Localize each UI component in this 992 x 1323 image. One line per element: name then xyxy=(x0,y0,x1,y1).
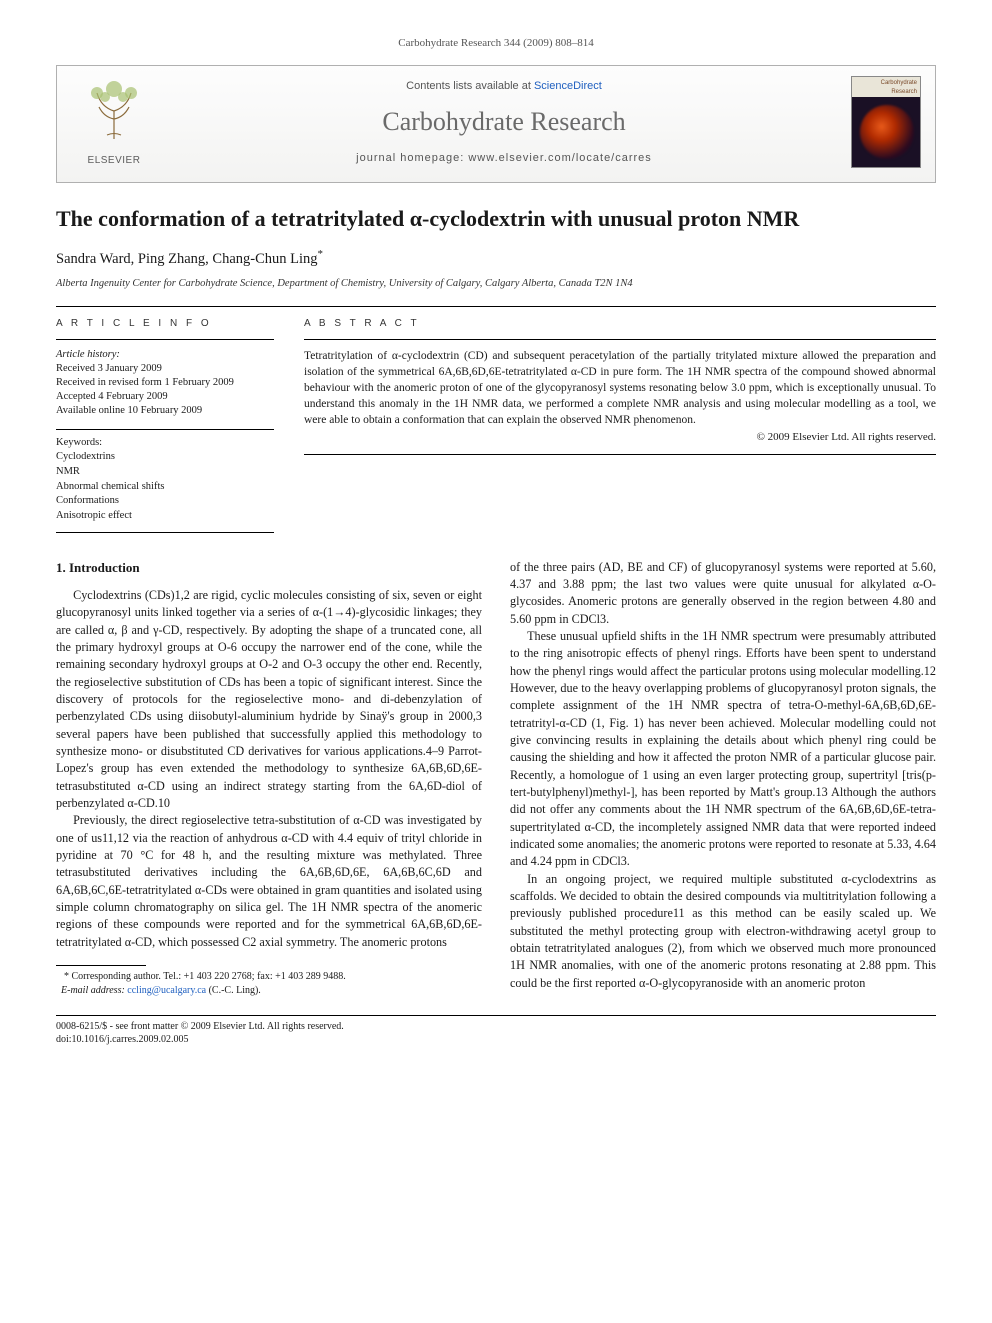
article-history-block: Article history: Received 3 January 2009… xyxy=(56,339,274,419)
affiliation: Alberta Ingenuity Center for Carbohydrat… xyxy=(56,277,936,292)
body-paragraph: In an ongoing project, we required multi… xyxy=(510,871,936,992)
elsevier-tree-icon xyxy=(79,77,149,147)
article-info-label: A R T I C L E I N F O xyxy=(56,307,274,339)
abstract-text: Tetratritylation of α-cyclodextrin (CD) … xyxy=(304,339,936,428)
sciencedirect-link[interactable]: ScienceDirect xyxy=(534,80,602,92)
journal-cover-thumbnail: Carbohydrate Research xyxy=(851,76,921,168)
doi-line: doi:10.1016/j.carres.2009.02.005 xyxy=(56,1033,936,1046)
article-title: The conformation of a tetratritylated α-… xyxy=(56,205,936,233)
email-tail: (C.-C. Ling). xyxy=(209,985,261,996)
keyword-item: Anisotropic effect xyxy=(56,509,274,524)
keyword-item: Cyclodextrins xyxy=(56,450,274,465)
body-paragraph: These unusual upfield shifts in the 1H N… xyxy=(510,628,936,871)
cover-art-icon xyxy=(860,105,914,159)
journal-masthead-box: ELSEVIER Contents lists available at Sci… xyxy=(56,65,936,183)
email-label: E-mail address: xyxy=(61,985,125,996)
publisher-name: ELSEVIER xyxy=(71,154,157,168)
section-heading-introduction: 1. Introduction xyxy=(56,559,482,577)
keyword-item: Abnormal chemical shifts xyxy=(56,480,274,495)
body-paragraph: Previously, the direct regioselective te… xyxy=(56,812,482,951)
running-header: Carbohydrate Research 344 (2009) 808–814 xyxy=(56,36,936,51)
page-footer-block: 0008-6215/$ - see front matter © 2009 El… xyxy=(56,1015,936,1046)
article-info-column: A R T I C L E I N F O Article history: R… xyxy=(56,307,274,533)
front-matter-line: 0008-6215/$ - see front matter © 2009 El… xyxy=(56,1020,936,1033)
cover-band-text: Carbohydrate Research xyxy=(852,77,920,97)
keywords-heading: Keywords: xyxy=(56,436,274,451)
keywords-block: Keywords: Cyclodextrins NMR Abnormal che… xyxy=(56,429,274,533)
footnote-rule xyxy=(56,965,146,966)
body-text-columns: 1. Introduction Cyclodextrins (CDs)1,2 a… xyxy=(56,559,936,997)
contents-available-line: Contents lists available at ScienceDirec… xyxy=(157,79,851,94)
contents-prefix: Contents lists available at xyxy=(406,80,534,92)
author-names: Sandra Ward, Ping Zhang, Chang-Chun Ling xyxy=(56,251,318,267)
history-heading: Article history: xyxy=(56,348,274,362)
publisher-logo-block: ELSEVIER xyxy=(71,77,157,168)
history-accepted: Accepted 4 February 2009 xyxy=(56,390,274,404)
history-online: Available online 10 February 2009 xyxy=(56,404,274,418)
history-revised: Received in revised form 1 February 2009 xyxy=(56,376,274,390)
author-list: Sandra Ward, Ping Zhang, Chang-Chun Ling… xyxy=(56,247,936,269)
history-received: Received 3 January 2009 xyxy=(56,362,274,376)
corresponding-mark: * xyxy=(318,248,324,260)
corresponding-email-link[interactable]: ccling@ucalgary.ca xyxy=(127,985,206,996)
copyright-line: © 2009 Elsevier Ltd. All rights reserved… xyxy=(304,430,936,454)
footnote-text: Corresponding author. Tel.: +1 403 220 2… xyxy=(72,971,346,982)
keyword-item: NMR xyxy=(56,465,274,480)
body-paragraph: Cyclodextrins (CDs)1,2 are rigid, cyclic… xyxy=(56,587,482,812)
journal-homepage-line: journal homepage: www.elsevier.com/locat… xyxy=(157,151,851,166)
abstract-column: A B S T R A C T Tetratritylation of α-cy… xyxy=(304,307,936,533)
homepage-label: journal homepage: xyxy=(356,152,468,164)
footnote-mark: * xyxy=(64,971,69,982)
journal-name: Carbohydrate Research xyxy=(157,104,851,140)
abstract-label: A B S T R A C T xyxy=(304,307,936,339)
homepage-url[interactable]: www.elsevier.com/locate/carres xyxy=(468,152,651,164)
corresponding-author-footnote: * Corresponding author. Tel.: +1 403 220… xyxy=(56,970,482,997)
body-paragraph: of the three pairs (AD, BE and CF) of gl… xyxy=(510,559,936,628)
keyword-item: Conformations xyxy=(56,494,274,509)
